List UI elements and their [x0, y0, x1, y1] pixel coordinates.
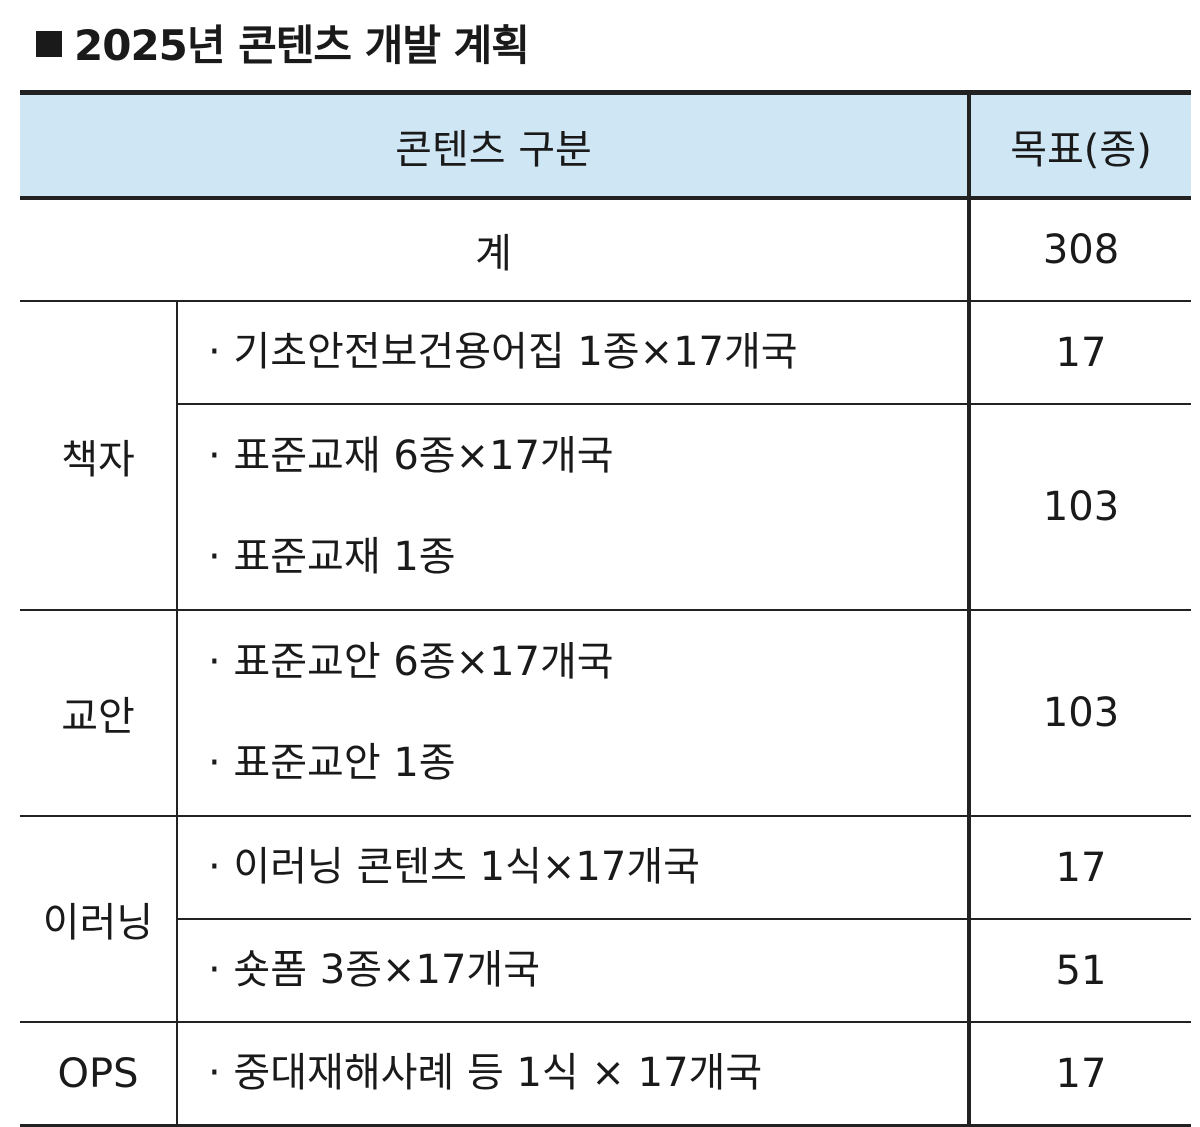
item-line: · 기초안전보건용어집 1종×17개국 — [208, 329, 798, 375]
page-title: 2025년 콘텐츠 개발 계획 — [36, 12, 530, 72]
item-line: · 표준교재 1종 — [208, 534, 456, 580]
content-plan-table: 콘텐츠 구분 목표(종) 계 308 책자 · 기초안전보건용어집 1종×17개… — [20, 90, 1191, 1127]
table-header-row: 콘텐츠 구분 목표(종) — [20, 90, 1191, 200]
table-row: · 표준교재 6종×17개국 · 표준교재 1종 103 — [20, 403, 1191, 611]
table-row: 책자 · 기초안전보건용어집 1종×17개국 17 — [20, 300, 1191, 611]
table-row: · 숏폼 3종×17개국 51 — [20, 918, 1191, 1023]
item-cell: · 표준교안 6종×17개국 · 표준교안 1종 — [176, 609, 970, 817]
title-text: 2025년 콘텐츠 개발 계획 — [74, 20, 530, 70]
item-cell: · 이러닝 콘텐츠 1식×17개국 — [176, 815, 970, 920]
item-line: · 숏폼 3종×17개국 — [208, 947, 541, 993]
target-cell: 51 — [967, 918, 1191, 1023]
table-row: 이러닝 · 이러닝 콘텐츠 1식×17개국 17 — [20, 815, 1191, 1023]
header-target: 목표(종) — [968, 90, 1191, 200]
header-division: 콘텐츠 구분 — [20, 90, 971, 200]
total-label: 계 — [20, 197, 970, 302]
item-line: · 표준교안 1종 — [208, 740, 456, 786]
item-cell: · 기초안전보건용어집 1종×17개국 — [176, 300, 970, 405]
category-cell: 교안 — [20, 609, 178, 817]
table-row: OPS · 중대재해사례 등 1식 × 17개국 17 — [20, 1021, 1191, 1127]
item-line: · 이러닝 콘텐츠 1식×17개국 — [208, 844, 700, 890]
item-cell: · 표준교재 6종×17개국 · 표준교재 1종 — [177, 403, 970, 611]
item-line: · 중대재해사례 등 1식 × 17개국 — [208, 1050, 763, 1096]
category-cell: 책자 — [20, 300, 178, 611]
total-row: 계 308 — [20, 197, 1191, 302]
category-cell: OPS — [20, 1021, 178, 1127]
item-line: · 표준교재 6종×17개국 — [208, 433, 614, 479]
total-value: 308 — [967, 197, 1191, 302]
target-cell: 17 — [967, 815, 1191, 920]
target-cell: 103 — [967, 609, 1191, 817]
item-cell: · 숏폼 3종×17개국 — [177, 918, 970, 1023]
square-bullet-icon — [36, 31, 62, 57]
item-line: · 표준교안 6종×17개국 — [208, 639, 614, 685]
table-row: 교안 · 표준교안 6종×17개국 · 표준교안 1종 103 — [20, 609, 1191, 817]
item-cell: · 중대재해사례 등 1식 × 17개국 — [176, 1021, 970, 1127]
target-cell: 17 — [967, 1021, 1191, 1127]
target-cell: 17 — [967, 300, 1191, 405]
category-cell: 이러닝 — [20, 815, 178, 1023]
target-cell: 103 — [967, 403, 1191, 611]
